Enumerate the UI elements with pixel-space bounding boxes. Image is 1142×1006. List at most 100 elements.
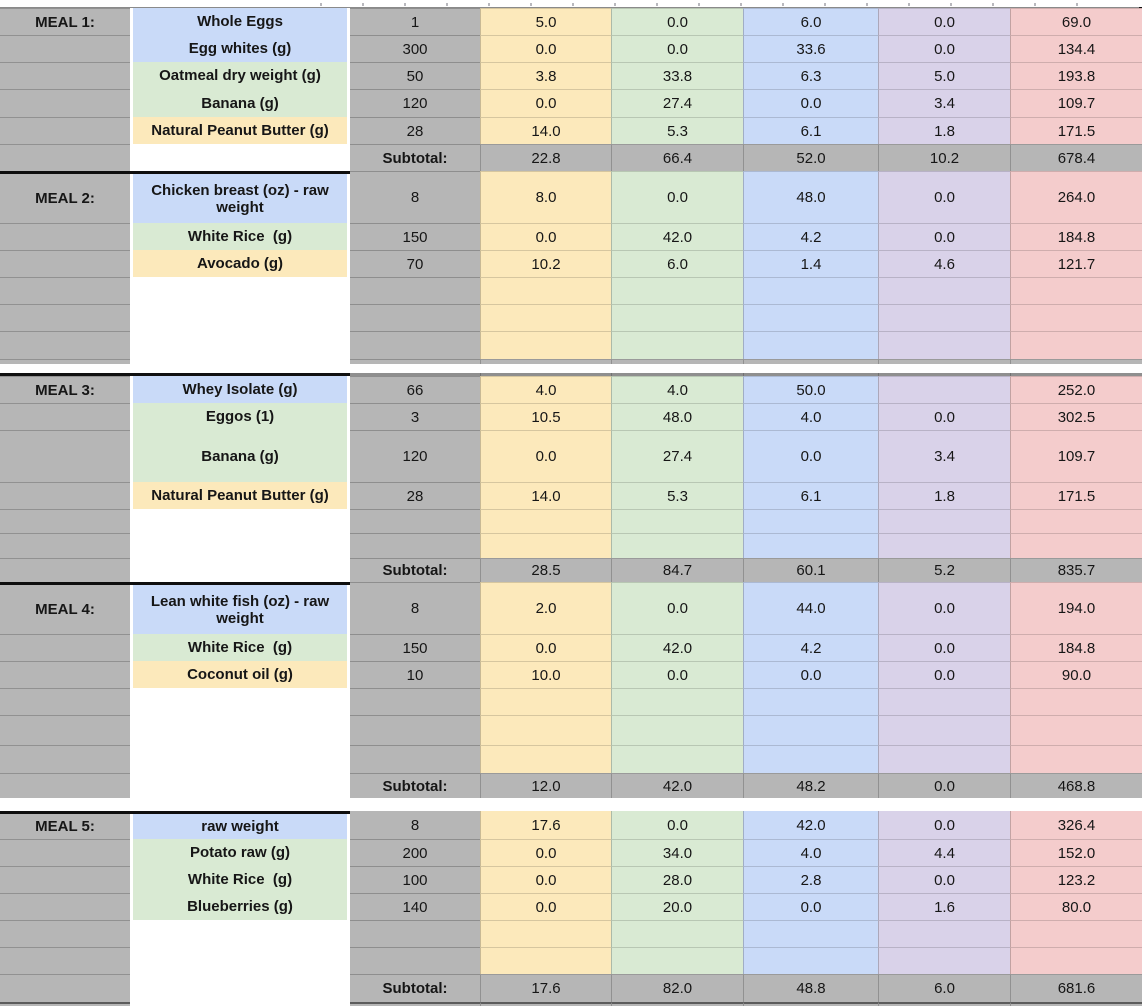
value-cell-5[interactable]: 184.8 bbox=[1010, 223, 1142, 250]
value-cell-1[interactable] bbox=[480, 304, 611, 331]
food-column-cell[interactable] bbox=[130, 745, 350, 773]
value-cell-4[interactable] bbox=[878, 359, 1010, 364]
meal-label-cell[interactable]: MEAL 2: bbox=[0, 171, 130, 223]
value-cell-2[interactable] bbox=[611, 373, 743, 376]
value-cell-2[interactable]: 5.3 bbox=[611, 482, 743, 509]
value-cell-3[interactable]: 0.0 bbox=[743, 893, 878, 920]
food-name-cell[interactable]: Whey Isolate (g) bbox=[130, 376, 350, 403]
subtotal-label-cell[interactable]: Subtotal: bbox=[350, 773, 480, 798]
value-cell-3[interactable]: 4.2 bbox=[743, 223, 878, 250]
value-cell-2[interactable]: 0.0 bbox=[611, 8, 743, 35]
qty-cell[interactable] bbox=[350, 359, 480, 364]
value-cell-5[interactable] bbox=[1010, 745, 1142, 773]
value-cell-3[interactable] bbox=[743, 304, 878, 331]
value-cell-3[interactable] bbox=[743, 0, 878, 7]
value-cell-4[interactable]: 0.0 bbox=[878, 582, 1010, 634]
meal-column-cell[interactable] bbox=[0, 304, 130, 331]
value-cell-3[interactable] bbox=[743, 359, 878, 364]
value-cell-1[interactable]: 0.0 bbox=[480, 35, 611, 62]
value-cell-2[interactable] bbox=[611, 0, 743, 7]
value-cell-3[interactable] bbox=[743, 277, 878, 304]
value-cell-4[interactable] bbox=[878, 373, 1010, 376]
meal-column-cell[interactable] bbox=[0, 558, 130, 582]
value-cell-2[interactable] bbox=[611, 331, 743, 359]
value-cell-1[interactable]: 2.0 bbox=[480, 582, 611, 634]
food-column-cell[interactable] bbox=[130, 359, 350, 364]
value-cell-5[interactable]: 252.0 bbox=[1010, 376, 1142, 403]
value-cell-4[interactable] bbox=[878, 688, 1010, 715]
value-cell-1[interactable] bbox=[480, 920, 611, 947]
value-cell-2[interactable] bbox=[611, 715, 743, 745]
value-cell-1[interactable] bbox=[480, 359, 611, 364]
value-cell-4[interactable]: 3.4 bbox=[878, 89, 1010, 117]
meal-column-cell[interactable] bbox=[0, 688, 130, 715]
value-cell-5[interactable]: 302.5 bbox=[1010, 403, 1142, 430]
value-cell-2[interactable]: 48.0 bbox=[611, 403, 743, 430]
qty-cell[interactable]: 8 bbox=[350, 582, 480, 634]
food-column-cell[interactable] bbox=[130, 533, 350, 558]
value-cell-2[interactable]: 5.3 bbox=[611, 117, 743, 144]
qty-cell[interactable] bbox=[350, 688, 480, 715]
qty-cell[interactable] bbox=[350, 715, 480, 745]
food-name-cell[interactable]: Lean white fish (oz) - raw weight bbox=[130, 582, 350, 634]
value-cell-1[interactable] bbox=[480, 715, 611, 745]
qty-cell[interactable]: 10 bbox=[350, 661, 480, 688]
value-cell-5[interactable]: 109.7 bbox=[1010, 430, 1142, 482]
qty-cell[interactable]: 1 bbox=[350, 8, 480, 35]
food-name-cell[interactable]: White Rice (g) bbox=[130, 223, 350, 250]
meal-column-cell[interactable] bbox=[0, 331, 130, 359]
value-cell-5[interactable] bbox=[1010, 715, 1142, 745]
value-cell-2[interactable] bbox=[611, 509, 743, 533]
value-cell-2[interactable] bbox=[611, 1002, 743, 1006]
value-cell-2[interactable]: 82.0 bbox=[611, 974, 743, 1002]
value-cell-2[interactable]: 0.0 bbox=[611, 661, 743, 688]
qty-cell[interactable]: 100 bbox=[350, 866, 480, 893]
value-cell-4[interactable] bbox=[878, 715, 1010, 745]
value-cell-2[interactable] bbox=[611, 359, 743, 364]
value-cell-4[interactable] bbox=[878, 920, 1010, 947]
food-name-cell[interactable]: Potato raw (g) bbox=[130, 839, 350, 866]
value-cell-5[interactable]: 171.5 bbox=[1010, 117, 1142, 144]
qty-cell[interactable] bbox=[350, 304, 480, 331]
value-cell-4[interactable] bbox=[878, 277, 1010, 304]
value-cell-4[interactable] bbox=[878, 509, 1010, 533]
value-cell-2[interactable] bbox=[611, 304, 743, 331]
value-cell-5[interactable]: 835.7 bbox=[1010, 558, 1142, 582]
value-cell-3[interactable] bbox=[743, 920, 878, 947]
value-cell-4[interactable]: 0.0 bbox=[878, 661, 1010, 688]
value-cell-2[interactable]: 34.0 bbox=[611, 839, 743, 866]
meal-column-cell[interactable] bbox=[0, 773, 130, 798]
qty-cell[interactable] bbox=[350, 947, 480, 974]
value-cell-4[interactable]: 0.0 bbox=[878, 811, 1010, 839]
value-cell-5[interactable]: 184.8 bbox=[1010, 634, 1142, 661]
value-cell-2[interactable]: 42.0 bbox=[611, 223, 743, 250]
qty-cell[interactable]: 150 bbox=[350, 223, 480, 250]
value-cell-1[interactable]: 14.0 bbox=[480, 482, 611, 509]
value-cell-2[interactable] bbox=[611, 533, 743, 558]
value-cell-1[interactable]: 0.0 bbox=[480, 223, 611, 250]
value-cell-5[interactable]: 193.8 bbox=[1010, 62, 1142, 89]
value-cell-4[interactable]: 0.0 bbox=[878, 403, 1010, 430]
value-cell-1[interactable] bbox=[480, 509, 611, 533]
qty-cell[interactable]: 28 bbox=[350, 482, 480, 509]
value-cell-3[interactable]: 60.1 bbox=[743, 558, 878, 582]
subtotal-label-cell[interactable]: Subtotal: bbox=[350, 558, 480, 582]
value-cell-1[interactable]: 28.5 bbox=[480, 558, 611, 582]
value-cell-3[interactable] bbox=[743, 509, 878, 533]
value-cell-3[interactable]: 4.0 bbox=[743, 839, 878, 866]
value-cell-2[interactable]: 27.4 bbox=[611, 430, 743, 482]
value-cell-1[interactable]: 8.0 bbox=[480, 171, 611, 223]
meal-label-cell[interactable]: MEAL 5: bbox=[0, 811, 130, 839]
value-cell-1[interactable]: 3.8 bbox=[480, 62, 611, 89]
food-column-cell[interactable] bbox=[130, 920, 350, 947]
qty-cell[interactable]: 8 bbox=[350, 811, 480, 839]
food-column-cell[interactable] bbox=[130, 373, 350, 376]
qty-cell[interactable]: 28 bbox=[350, 117, 480, 144]
value-cell-3[interactable] bbox=[743, 331, 878, 359]
value-cell-3[interactable] bbox=[743, 373, 878, 376]
meal-column-cell[interactable] bbox=[0, 373, 130, 376]
meal-column-cell[interactable] bbox=[0, 117, 130, 144]
value-cell-5[interactable] bbox=[1010, 0, 1142, 7]
value-cell-3[interactable]: 4.2 bbox=[743, 634, 878, 661]
value-cell-5[interactable]: 194.0 bbox=[1010, 582, 1142, 634]
